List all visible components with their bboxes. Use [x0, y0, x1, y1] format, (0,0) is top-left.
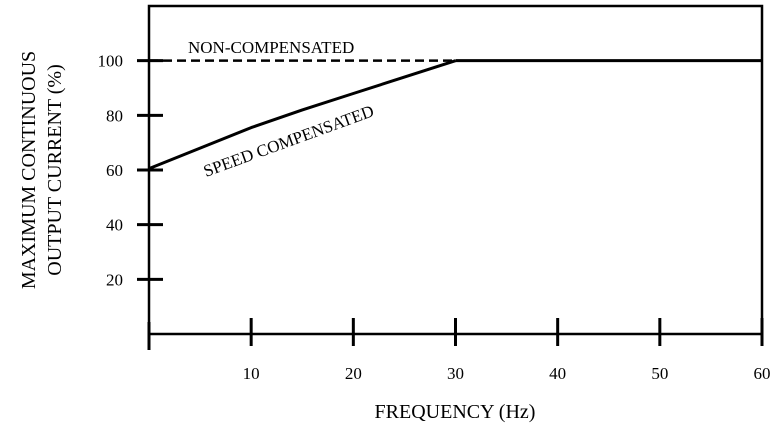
y-tick-label-100: 100	[98, 52, 124, 71]
x-tick-label-60: 60	[754, 364, 771, 383]
tick-layer: 20 40 60 80 100 10 20 30 40 50 60	[98, 52, 771, 383]
x-tick-label-50: 50	[651, 364, 668, 383]
y-tick-label-60: 60	[106, 161, 123, 180]
x-tick-label-20: 20	[345, 364, 362, 383]
x-tick-label-10: 10	[243, 364, 260, 383]
x-tick-label-30: 30	[447, 364, 464, 383]
series-speed-compensated	[148, 59, 456, 170]
y-tick-label-40: 40	[106, 216, 123, 235]
y-axis-label-line-2: OUTPUT CURRENT (%)	[44, 64, 66, 275]
series-label-non-compensated: NON-COMPENSATED	[188, 38, 354, 57]
y-tick-label-80: 80	[106, 106, 123, 125]
x-axis-label: FREQUENCY (Hz)	[375, 401, 536, 423]
y-axis-label-line-1: MAXIMUM CONTINUOUS	[18, 51, 40, 289]
y-tick-label-20: 20	[106, 270, 123, 289]
series-layer	[148, 59, 762, 170]
x-tick-label-40: 40	[549, 364, 566, 383]
